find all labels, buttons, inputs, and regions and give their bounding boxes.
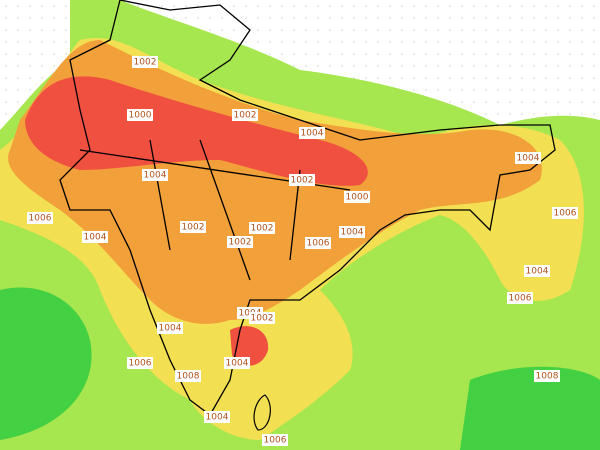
- label-box: [224, 357, 250, 369]
- isobar-label: 1004: [159, 324, 182, 334]
- label-box: [180, 221, 206, 233]
- isobar-label: 1002: [251, 224, 274, 234]
- label-box: [344, 191, 370, 203]
- label-box: [127, 109, 153, 121]
- isobar-label: 1002: [234, 111, 257, 121]
- label-box: [262, 434, 288, 446]
- isobar-label: 1006: [264, 436, 287, 446]
- isobar-label: 1002: [251, 314, 274, 324]
- isobar-zone: [230, 326, 269, 366]
- isobar-label: 1004: [206, 413, 229, 423]
- label-box: [289, 174, 315, 186]
- isobar-label: 1006: [307, 239, 330, 249]
- isobar-label: 1008: [536, 372, 559, 382]
- no-data-area: [0, 0, 600, 130]
- label-box: [142, 169, 168, 181]
- label-box: [507, 292, 533, 304]
- label-box: [534, 370, 560, 382]
- label-box: [227, 236, 253, 248]
- label-box: [515, 152, 541, 164]
- label-box: [552, 207, 578, 219]
- isobar-label: 1006: [29, 214, 52, 224]
- label-box: [249, 222, 275, 234]
- isobar-label: 1004: [301, 129, 324, 139]
- isobar-label: 1002: [182, 223, 205, 233]
- isobar-label: 1002: [134, 58, 157, 68]
- label-box: [132, 56, 158, 68]
- isobar-zone: [25, 76, 368, 186]
- label-box: [204, 411, 230, 423]
- isobar-label: 1004: [144, 171, 167, 181]
- isobar-label: 1002: [291, 176, 314, 186]
- isobar-label: 1000: [129, 111, 152, 121]
- low-field: [0, 287, 92, 440]
- isobar-label: 1004: [517, 154, 540, 164]
- label-box: [157, 322, 183, 334]
- isobar-label: 1004: [526, 267, 549, 277]
- label-box: [127, 357, 153, 369]
- label-box: [232, 109, 258, 121]
- isobar-label: 1006: [509, 294, 532, 304]
- isobar-label: 1008: [177, 372, 200, 382]
- isobar-label: 1006: [129, 359, 152, 369]
- label-box: [299, 127, 325, 139]
- isobar-label: 1006: [554, 209, 577, 219]
- label-box: [524, 265, 550, 277]
- label-box: [339, 226, 365, 238]
- label-box: [175, 370, 201, 382]
- isobar-label: 1000: [346, 193, 369, 203]
- isobar-label: 1002: [229, 238, 252, 248]
- boundaries: [59, 0, 556, 416]
- label-box: [305, 237, 331, 249]
- isobar-label: 1004: [226, 359, 249, 369]
- low-field: [460, 366, 600, 450]
- isobar-label: 1004: [84, 233, 107, 243]
- label-box: [82, 231, 108, 243]
- isobar-label: 1004: [341, 228, 364, 238]
- island-outline: [253, 394, 271, 431]
- label-box: [27, 212, 53, 224]
- label-box: [249, 312, 275, 324]
- isobar-labels: 1002 1000 1002 1004 1002 1000 1004 1006 1004 1002…: [27, 56, 578, 446]
